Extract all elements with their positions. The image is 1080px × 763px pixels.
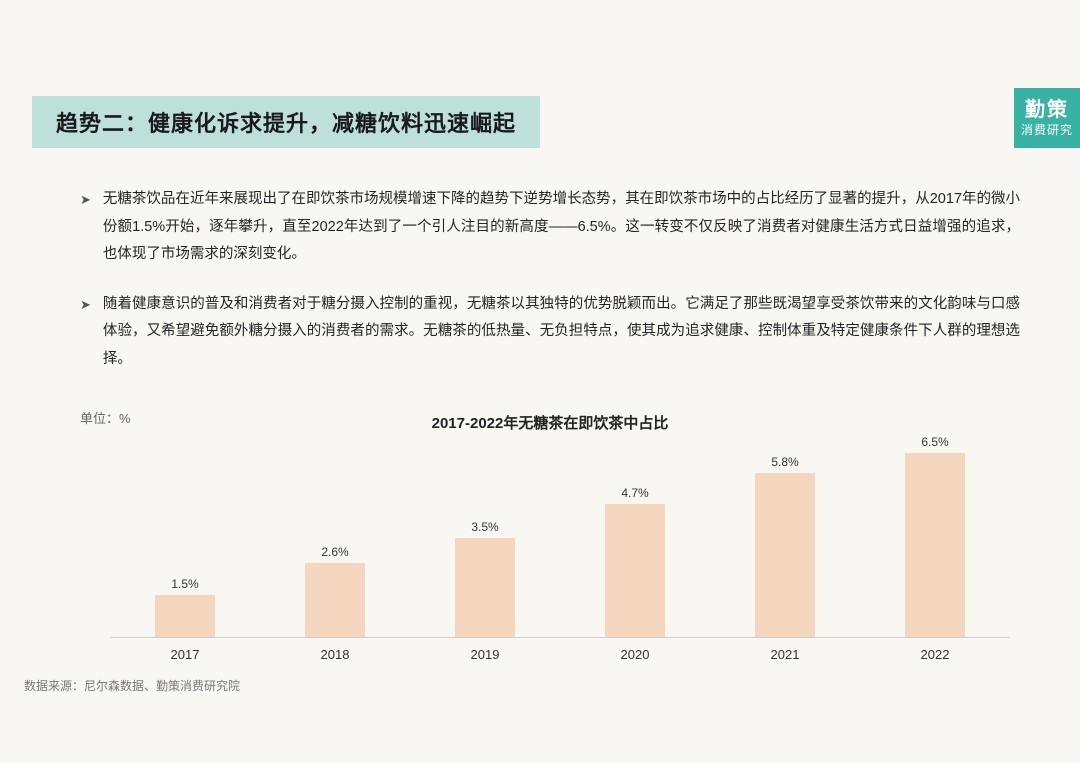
chart-title: 2017-2022年无糖茶在即饮茶中占比 <box>80 412 1020 433</box>
bullet-text: 随着健康意识的普及和消费者对于糖分摄入控制的重视，无糖茶以其独特的优势脱颖而出。… <box>103 291 1020 374</box>
bar-group: 5.8% <box>755 455 815 637</box>
bar <box>905 453 965 637</box>
bullet-marker-icon: ➤ <box>80 291 91 374</box>
bar-value-label: 1.5% <box>171 577 198 591</box>
slide-title: 趋势二：健康化诉求提升，减糖饮料迅速崛起 <box>32 96 540 148</box>
x-axis-tick: 2019 <box>455 647 515 662</box>
bar <box>605 504 665 637</box>
bar-value-label: 5.8% <box>771 455 798 469</box>
bullet-item: ➤ 随着健康意识的普及和消费者对于糖分摄入控制的重视，无糖茶以其独特的优势脱颖而… <box>80 291 1020 374</box>
x-axis-tick: 2021 <box>755 647 815 662</box>
x-axis-tick: 2020 <box>605 647 665 662</box>
bar-group: 2.6% <box>305 545 365 637</box>
bar-group: 1.5% <box>155 577 215 637</box>
bar-chart: 单位：% 2017-2022年无糖茶在即饮茶中占比 1.5%2.6%3.5%4.… <box>80 408 1020 668</box>
bar-group: 3.5% <box>455 520 515 637</box>
x-axis-tick: 2018 <box>305 647 365 662</box>
chart-bars-container: 1.5%2.6%3.5%4.7%5.8%6.5% <box>110 440 1010 637</box>
slide-page: 趋势二：健康化诉求提升，减糖饮料迅速崛起 勤策 消费研究 ➤ 无糖茶饮品在近年来… <box>0 0 1080 763</box>
bar-value-label: 3.5% <box>471 520 498 534</box>
brand-name: 勤策 <box>1025 98 1069 123</box>
brand-badge: 勤策 消费研究 <box>1014 88 1080 148</box>
data-source-note: 数据来源：尼尔森数据、勤策消费研究院 <box>24 677 240 694</box>
x-axis-tick: 2022 <box>905 647 965 662</box>
chart-plot-area: 1.5%2.6%3.5%4.7%5.8%6.5% <box>110 440 1010 638</box>
bar-value-label: 2.6% <box>321 545 348 559</box>
bullet-item: ➤ 无糖茶饮品在近年来展现出了在即饮茶市场规模增速下降的趋势下逆势增长态势，其在… <box>80 186 1020 269</box>
bar-group: 6.5% <box>905 435 965 637</box>
bar <box>155 595 215 637</box>
bar-group: 4.7% <box>605 486 665 637</box>
bar <box>755 473 815 637</box>
x-axis-tick: 2017 <box>155 647 215 662</box>
bullet-marker-icon: ➤ <box>80 186 91 269</box>
bar <box>455 538 515 637</box>
chart-x-axis: 2017 2018 2019 2020 2021 2022 <box>110 647 1010 662</box>
body-text-block: ➤ 无糖茶饮品在近年来展现出了在即饮茶市场规模增速下降的趋势下逆势增长态势，其在… <box>80 186 1020 395</box>
bullet-text: 无糖茶饮品在近年来展现出了在即饮茶市场规模增速下降的趋势下逆势增长态势，其在即饮… <box>103 186 1020 269</box>
brand-subtitle: 消费研究 <box>1021 123 1073 138</box>
bar <box>305 563 365 637</box>
bar-value-label: 4.7% <box>621 486 648 500</box>
bar-value-label: 6.5% <box>921 435 948 449</box>
